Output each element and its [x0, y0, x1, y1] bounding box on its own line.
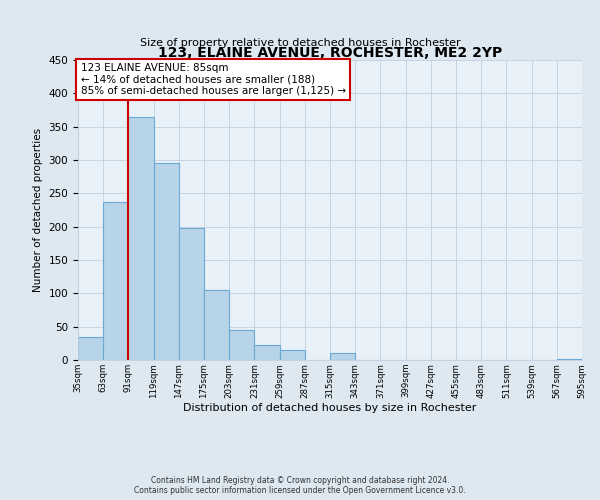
Bar — [557, 358, 582, 360]
Title: 123, ELAINE AVENUE, ROCHESTER, ME2 2YP: 123, ELAINE AVENUE, ROCHESTER, ME2 2YP — [158, 46, 502, 60]
Text: 123 ELAINE AVENUE: 85sqm
← 14% of detached houses are smaller (188)
85% of semi-: 123 ELAINE AVENUE: 85sqm ← 14% of detach… — [80, 63, 346, 96]
Bar — [229, 330, 254, 360]
Bar — [330, 354, 355, 360]
Bar — [280, 350, 305, 360]
Bar — [254, 346, 280, 360]
Text: Size of property relative to detached houses in Rochester: Size of property relative to detached ho… — [140, 38, 460, 48]
Bar — [78, 336, 103, 360]
Bar — [154, 164, 179, 360]
Bar — [179, 228, 204, 360]
Bar — [103, 202, 128, 360]
X-axis label: Distribution of detached houses by size in Rochester: Distribution of detached houses by size … — [184, 403, 476, 413]
Bar — [204, 290, 229, 360]
Y-axis label: Number of detached properties: Number of detached properties — [33, 128, 43, 292]
Text: Contains HM Land Registry data © Crown copyright and database right 2024.
Contai: Contains HM Land Registry data © Crown c… — [134, 476, 466, 495]
Bar — [128, 116, 154, 360]
